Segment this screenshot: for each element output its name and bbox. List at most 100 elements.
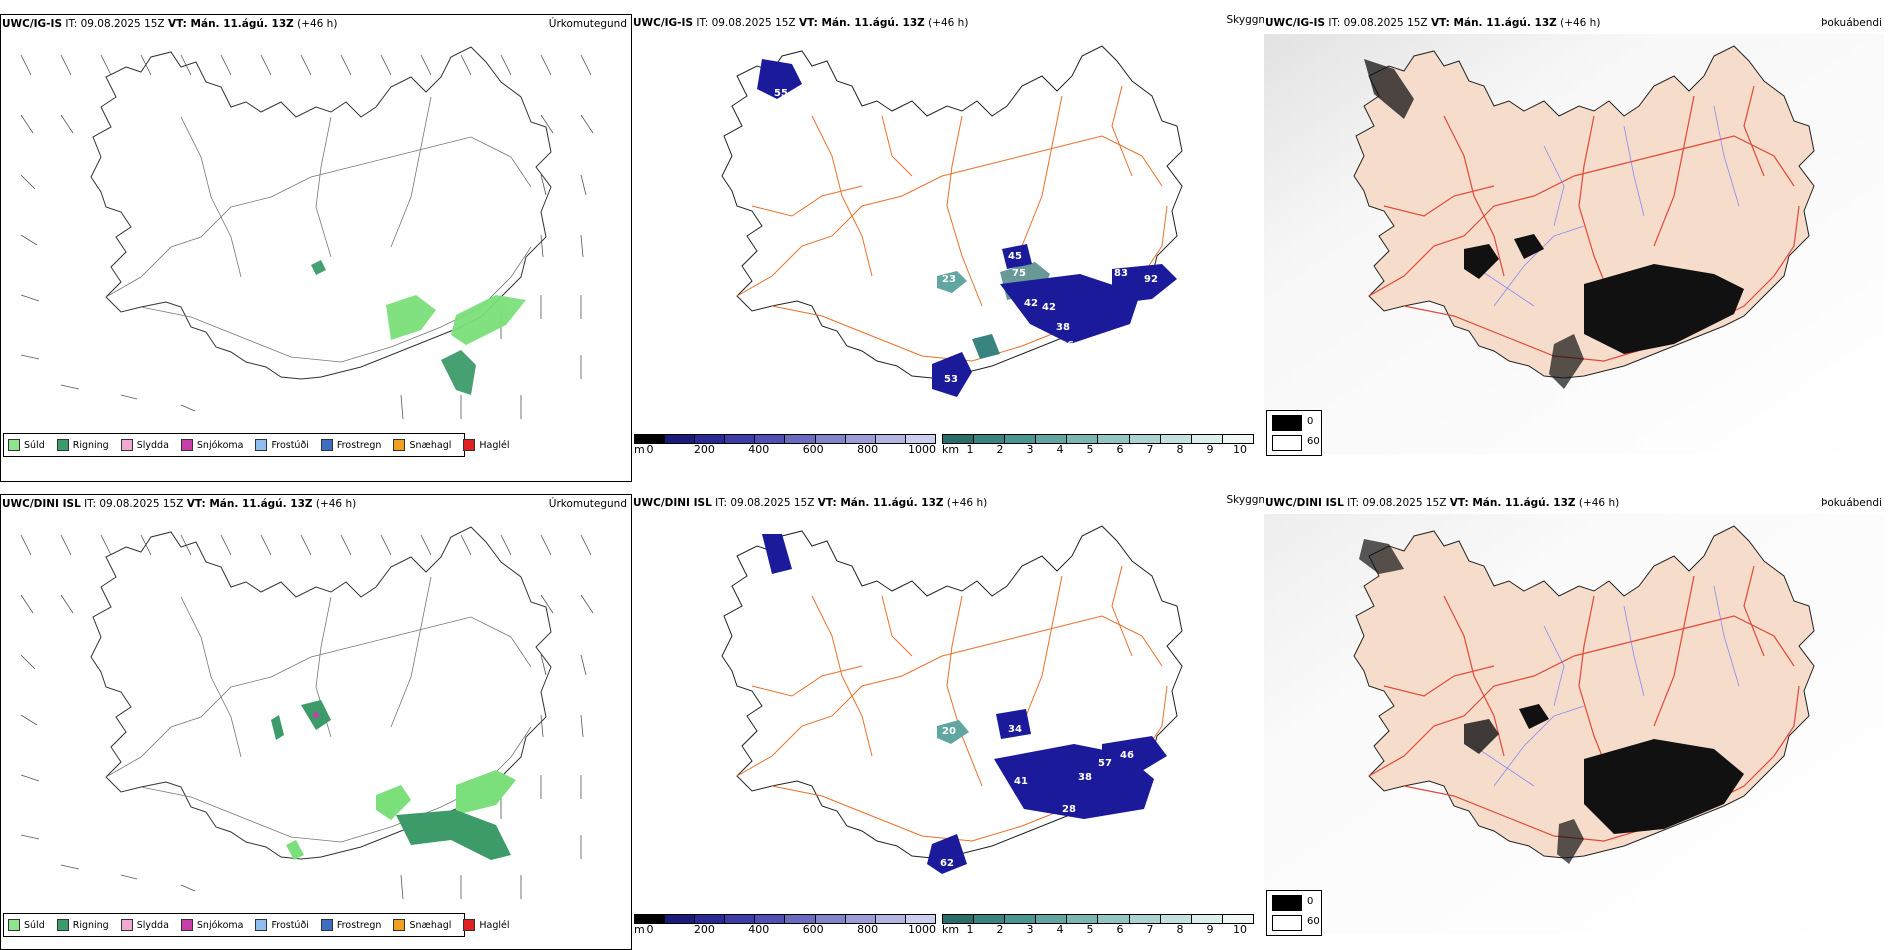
panel-header: UWC/IG-IS IT: 09.08.2025 15Z VT: Mán. 11… (2, 18, 338, 30)
iceland-precip-map (20, 46, 594, 420)
fog-swatch-high (1272, 895, 1302, 911)
vis-label: 45 (1008, 251, 1022, 262)
vis-label: 62 (940, 858, 954, 869)
legend-label: Rigning (72, 919, 109, 931)
colorbar-segment (1191, 435, 1223, 443)
low-cloud-areas (757, 59, 1177, 397)
colorbar-segment (785, 435, 816, 443)
panel-title: Úrkomutegund (548, 498, 627, 510)
colorbar-tick: 5 (1086, 443, 1094, 456)
legend-item: Frostregn (320, 919, 381, 931)
vis-label: 55 (774, 88, 788, 99)
iceland-ceiling-map: 55 45 23 42 42 75 83 92 38 55 36 53 (721, 45, 1183, 397)
colorbar-tick: 0 (646, 923, 654, 936)
legend-label: Súld (24, 439, 45, 451)
colorbar-segment (785, 915, 816, 923)
panel-title: Þokuábendi (1821, 17, 1882, 29)
fog-legend: 0 60 (1266, 890, 1322, 936)
colorbar-unit: m (634, 923, 645, 936)
colorbar-tick: 3 (1026, 443, 1034, 456)
fog-panel-row2: UWC/DINI ISL IT: 09.08.2025 15Z VT: Mán.… (1264, 494, 1896, 950)
fog-areas (1359, 539, 1744, 864)
colorbar-segment (905, 915, 935, 923)
legend-swatch (255, 919, 268, 931)
legend-label: Haglél (479, 919, 510, 931)
colorbar-unit: km (942, 443, 960, 456)
legend-swatch (56, 919, 69, 931)
colorbar-tick: 4 (1056, 443, 1064, 456)
colorbar-tick: 4 (1056, 923, 1064, 936)
legend-label: Frostúði (271, 919, 309, 931)
legend-item: Rigning (56, 919, 109, 931)
colorbar-segment (974, 915, 1006, 923)
colorbar-segment (695, 435, 726, 443)
colorbar-segment (1129, 435, 1161, 443)
precip-panel-row2: UWC/DINI ISL IT: 09.08.2025 15Z VT: Mán.… (0, 494, 632, 950)
colorbar-segment (875, 435, 906, 443)
panel-header: UWC/IG-IS IT: 09.08.2025 15Z VT: Mán. 11… (1265, 17, 1601, 29)
vis-label: 20 (942, 726, 956, 737)
vis-label: 36 (990, 820, 1004, 831)
fog-swatch-low (1272, 435, 1302, 451)
fog-areas (1364, 59, 1744, 389)
legend-swatch (56, 439, 69, 451)
vis-label: 36 (1060, 340, 1074, 351)
colorbar-tick: 1 (966, 923, 974, 936)
colorbar-tick: 2 (996, 923, 1004, 936)
colorbar-tick: 800 (857, 923, 879, 936)
fog-panel-row1: UWC/IG-IS IT: 09.08.2025 15Z VT: Mán. 11… (1264, 14, 1896, 482)
colorbar-segment (1067, 435, 1099, 443)
colorbar-tick: 7 (1146, 443, 1154, 456)
legend-item: Rigning (56, 439, 109, 451)
ceiling-colorbar: m 0 200 400 600 800 1000 (634, 434, 936, 462)
panel-title: Úrkomutegund (548, 18, 627, 30)
panel-header: UWC/DINI ISL IT: 09.08.2025 15Z VT: Mán.… (633, 497, 988, 509)
legend-item: Frostregn (320, 439, 381, 451)
colorbar-segment (1222, 915, 1253, 923)
colorbar-tick: 0 (646, 443, 654, 456)
colorbar-segment (845, 915, 876, 923)
colorbar-tick: 10 (1233, 923, 1247, 936)
legend-swatch (393, 919, 406, 931)
vis-label: 34 (1008, 724, 1022, 735)
legend-item: Snjókoma (180, 919, 243, 931)
colorbar-segment (1036, 915, 1068, 923)
fog-label-high: 0 (1307, 896, 1314, 907)
precip-type-legend: Súld Rigning Slydda Snjókoma Frostúði Frostre… (3, 433, 510, 457)
vis-label: 41 (1014, 776, 1028, 787)
legend-label: Frostúði (271, 439, 309, 451)
colorbar-segment (1005, 435, 1037, 443)
colorbar-tick: 9 (1206, 923, 1214, 936)
vis-label: 28 (1062, 804, 1076, 815)
vis-label: 42 (1024, 298, 1038, 309)
fog-legend: 0 60 (1266, 410, 1322, 456)
colorbar-tick: 400 (748, 923, 770, 936)
legend-item: Snæhagl (393, 439, 451, 451)
legend-label: Snæhagl (409, 919, 452, 931)
colorbar-segment (1222, 435, 1253, 443)
panel-title: Skyggni (1226, 14, 1265, 26)
colorbar-segment (974, 435, 1006, 443)
fog-swatch-high (1272, 415, 1302, 431)
vis-label: 57 (1098, 758, 1112, 769)
colorbar-tick: 1000 (908, 443, 936, 456)
colorbar-strip (942, 434, 1254, 444)
legend-swatch (8, 439, 20, 451)
precip-type-legend: Súld Rigning Slydda Snjókoma Frostúði Frostre… (3, 913, 510, 937)
colorbar-segment (875, 915, 906, 923)
legend-item: Súld (8, 439, 45, 451)
vis-label: 38 (1056, 322, 1070, 333)
colorbar-segment (725, 915, 756, 923)
legend-swatch (393, 439, 406, 451)
ceiling-vis-panel-row1: 55 45 23 42 42 75 83 92 38 55 36 53 UWC/… (632, 14, 1264, 482)
colorbar-segment (1160, 435, 1192, 443)
colorbar-segment (1129, 915, 1161, 923)
legend-item: Súld (8, 919, 45, 931)
legend-item: Haglél (463, 439, 510, 451)
vis-label: 92 (1144, 274, 1158, 285)
colorbar-tick: 600 (802, 443, 824, 456)
legend-item: Frostúði (255, 919, 309, 931)
colorbar-segment (1067, 915, 1099, 923)
colorbar-segment (1160, 915, 1192, 923)
legend-item: Slydda (120, 919, 169, 931)
